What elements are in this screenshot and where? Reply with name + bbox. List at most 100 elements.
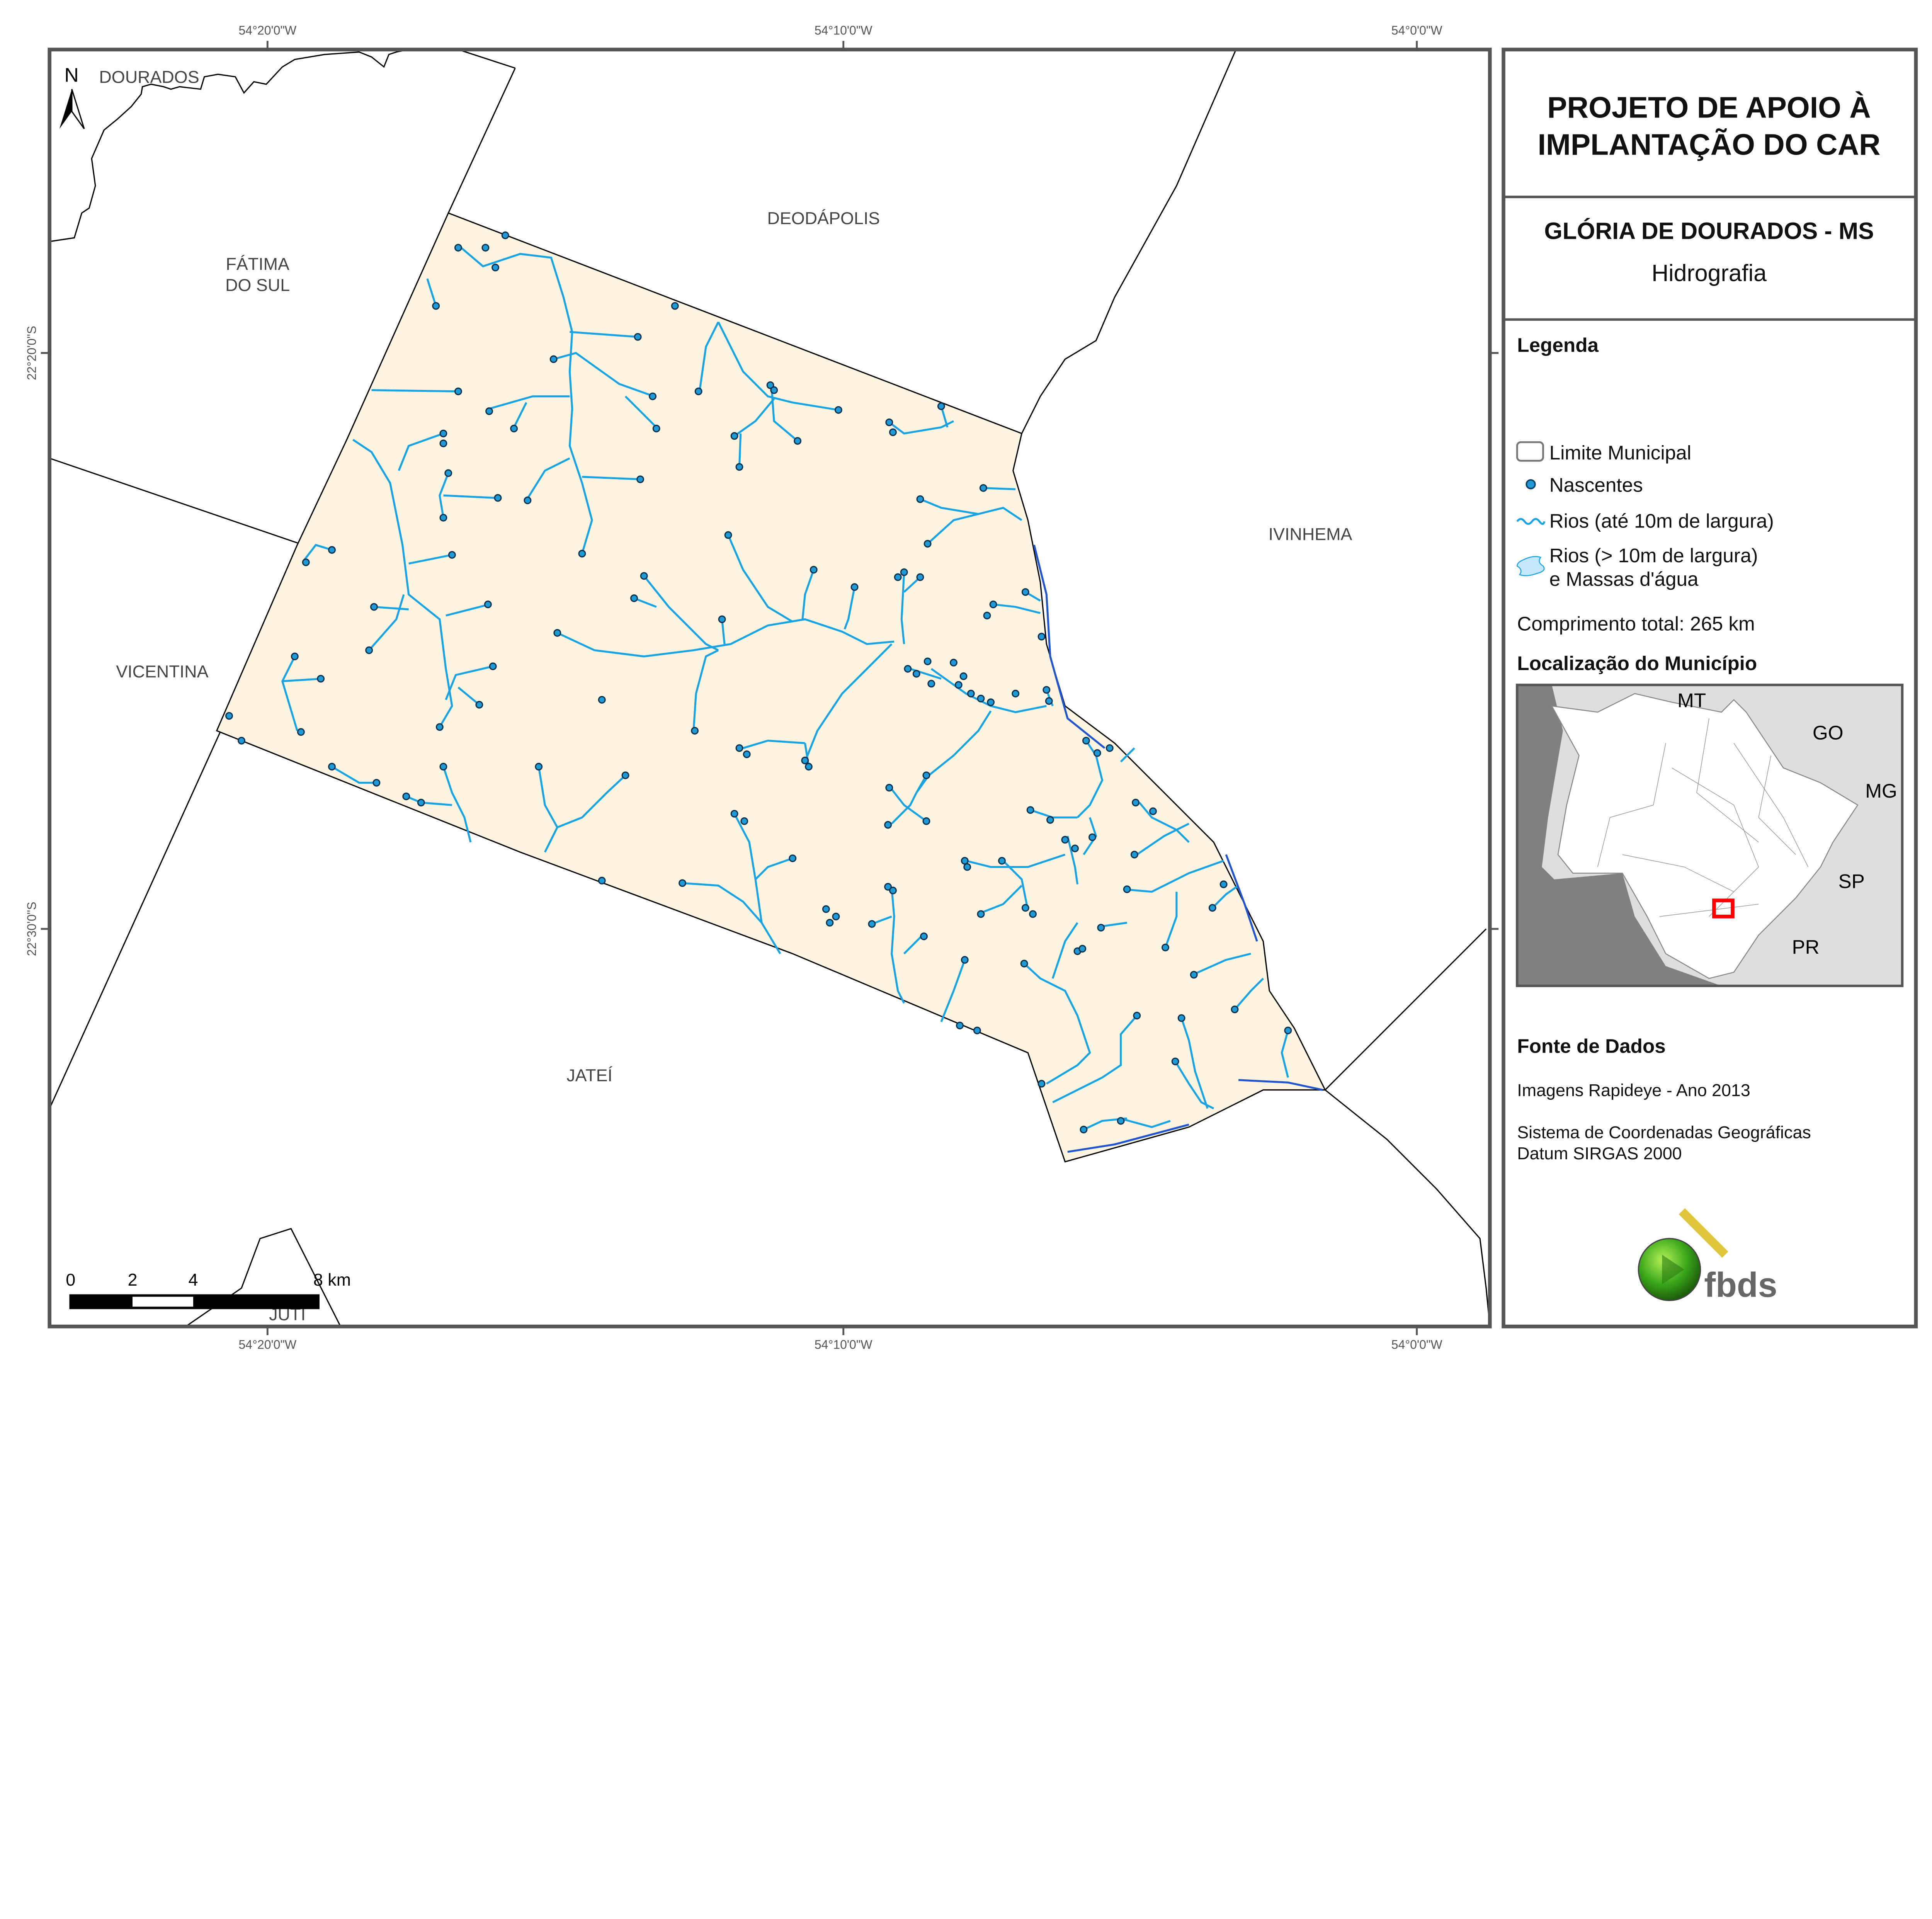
- river-segment: [426, 278, 437, 306]
- spring-point: [485, 407, 493, 415]
- river-segment: [1023, 963, 1091, 1085]
- spring-point: [454, 387, 462, 395]
- river-segment: [1100, 922, 1128, 927]
- spring-point: [1219, 880, 1228, 888]
- spring-point: [553, 629, 561, 637]
- spring-point: [1046, 816, 1054, 824]
- river-segment: [544, 774, 626, 853]
- north-arrow-label: N: [65, 64, 79, 86]
- spring-point: [963, 863, 971, 871]
- location-inset-map: MT GO MG SP PR: [1516, 684, 1904, 987]
- spring-point: [454, 244, 462, 252]
- spring-point: [770, 386, 778, 394]
- spring-point: [977, 910, 985, 918]
- spring-point: [1029, 910, 1037, 918]
- river-segment: [282, 677, 322, 682]
- spring-point: [435, 723, 444, 731]
- river-segment: [927, 513, 979, 544]
- river-segment: [352, 439, 453, 728]
- spring-point: [1021, 588, 1029, 596]
- lat-label-2: 22°30'0"S: [25, 902, 39, 956]
- spring-point: [365, 646, 373, 654]
- spring-point: [998, 857, 1006, 865]
- spring-point: [372, 779, 381, 787]
- spring-point: [535, 763, 543, 771]
- river-segment: [770, 388, 798, 442]
- state-mg: MG: [1865, 780, 1897, 802]
- river-segment: [1077, 740, 1104, 818]
- spring-point: [1130, 851, 1138, 859]
- lon-label-top-3: 54°0'0"W: [1391, 24, 1443, 37]
- spring-point: [1117, 1117, 1125, 1125]
- spring-point: [826, 919, 834, 927]
- spring-point: [954, 681, 963, 689]
- spring-point: [598, 876, 606, 885]
- river-segment: [1164, 891, 1178, 948]
- spring-point: [766, 381, 774, 389]
- neighbor-boundaries: [49, 49, 1490, 1327]
- spring-point: [1082, 737, 1090, 745]
- spring-point: [718, 615, 726, 623]
- spring-point: [832, 912, 840, 920]
- spring-point: [967, 689, 975, 698]
- spring-point: [735, 744, 743, 752]
- map-sheet: 54°20'0"W 54°10'0"W 54°0'0"W 54°20'0"W 5…: [25, 24, 1918, 1351]
- source-line-1: Imagens Rapideye - Ano 2013: [1517, 1080, 1750, 1100]
- river-segment: [889, 787, 927, 822]
- label-fatima-1: FÁTIMA: [226, 254, 289, 274]
- spring-point: [549, 355, 558, 363]
- spring-point: [439, 763, 447, 771]
- spring-point: [640, 572, 648, 580]
- river-segment: [582, 476, 642, 480]
- river-segment: [331, 766, 378, 784]
- state-sp: SP: [1838, 870, 1864, 892]
- river-segment: [1211, 885, 1239, 909]
- river-segment: [368, 594, 405, 651]
- river-segment: [1174, 1061, 1214, 1109]
- spring-point: [1132, 798, 1140, 806]
- spring-point: [850, 583, 859, 591]
- spring-point: [475, 701, 483, 709]
- river-segment: [699, 322, 719, 390]
- river-segment: [457, 686, 480, 706]
- spring-point: [912, 670, 920, 678]
- spring-point: [492, 264, 499, 272]
- spring-point: [1190, 971, 1198, 979]
- spring-point: [328, 546, 336, 554]
- river-segment: [738, 433, 742, 467]
- river-segment: [457, 244, 593, 554]
- spring-icon: [1526, 479, 1536, 490]
- spring-point: [950, 658, 957, 667]
- lat-label-1: 22°20'0"S: [25, 326, 39, 380]
- river-segment: [915, 710, 992, 793]
- spring-point: [922, 817, 930, 825]
- springs: [225, 231, 1292, 1134]
- spring-point: [730, 810, 738, 818]
- theme-name: Hidrografia: [1651, 260, 1767, 286]
- spring-point: [868, 920, 876, 928]
- river-segment: [900, 572, 905, 644]
- river-segment: [692, 649, 719, 731]
- spring-point: [291, 652, 299, 660]
- river-segment: [743, 740, 805, 749]
- river-segment: [643, 575, 719, 651]
- spring-point: [927, 680, 935, 688]
- spring-point: [439, 439, 447, 447]
- spring-point: [691, 727, 699, 735]
- spring-point: [1026, 806, 1034, 814]
- spring-point: [634, 333, 642, 341]
- spring-point: [789, 854, 797, 863]
- spring-point: [652, 425, 660, 432]
- fbds-logo: fbds: [1638, 1208, 1777, 1305]
- river-segment: [721, 619, 726, 644]
- location-heading: Localização do Município: [1517, 652, 1757, 674]
- spring-point: [922, 771, 930, 779]
- scale-tick-4: 4: [189, 1270, 198, 1290]
- spring-point: [1093, 749, 1101, 757]
- river-segment: [557, 618, 895, 658]
- river-segment: [624, 395, 657, 428]
- spring-point: [916, 573, 924, 581]
- river-segment: [727, 534, 793, 623]
- spring-point: [238, 737, 245, 745]
- spring-point: [1133, 1012, 1141, 1020]
